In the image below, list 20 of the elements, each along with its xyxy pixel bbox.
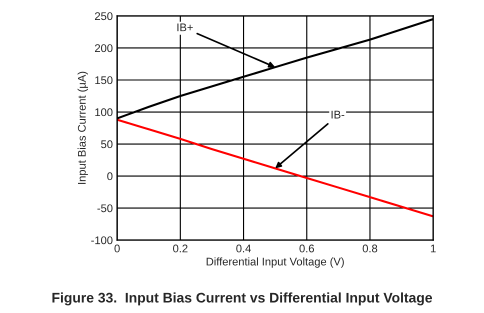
x-tick-label: 1	[430, 244, 436, 252]
y-tick-label: -50	[97, 204, 113, 212]
x-tick-label: 0.6	[299, 244, 314, 252]
annotation: IB+	[177, 24, 193, 32]
x-tick-label: 0.8	[362, 244, 378, 252]
y-tick-label: 50	[101, 140, 113, 148]
y-tick-label: 150	[95, 76, 113, 84]
y-axis-title: Input Bias Current (µA)	[78, 72, 88, 184]
y-tick-label: 100	[95, 108, 113, 116]
x-tick-label: 0.4	[236, 244, 251, 252]
x-tick-label: 0.2	[173, 244, 188, 252]
y-tick-label: 250	[94, 12, 113, 20]
x-axis-title: Differential Input Voltage (V)	[206, 257, 344, 268]
y-tick-label: -100	[91, 236, 113, 244]
y-tick-label: 200	[94, 44, 113, 52]
y-tick-label: 0	[107, 172, 113, 180]
x-tick-label: 0	[114, 244, 120, 252]
line-series	[117, 118, 434, 218]
annotation: IB-	[332, 110, 344, 118]
caption: Figure 33. Input Bias Current vs Differential Input Voltage	[52, 292, 432, 306]
